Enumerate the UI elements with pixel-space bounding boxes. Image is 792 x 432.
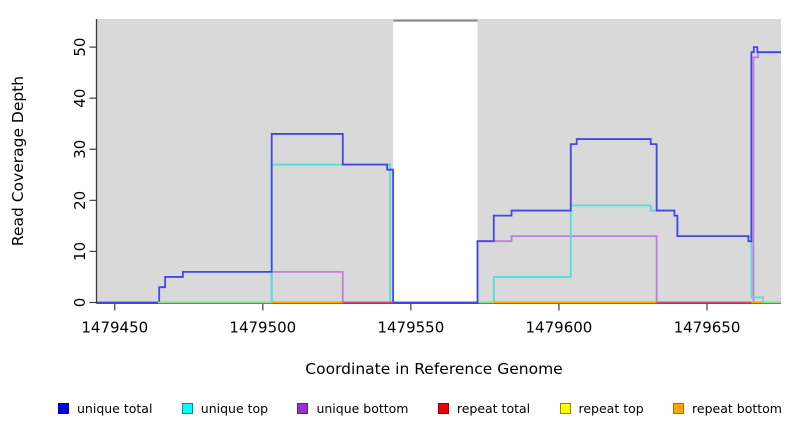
series-line-unique-total <box>97 46 781 304</box>
legend-item-repeat-bottom: repeat bottom <box>673 401 782 416</box>
legend-label: repeat total <box>456 401 531 416</box>
y-tick-label: 50 <box>71 38 89 57</box>
x-tick-label: 1479600 <box>526 319 593 337</box>
legend-swatch-icon <box>437 403 449 414</box>
x-axis-title: Coordinate in Reference Genome <box>305 360 563 378</box>
coverage-gap-band <box>393 19 478 304</box>
legend: unique total unique top unique bottom repea… <box>58 401 782 416</box>
legend-swatch-icon <box>673 403 685 414</box>
legend-label: unique total <box>77 401 153 416</box>
series-line-unique-top <box>97 163 781 304</box>
x-tick-label: 1479500 <box>229 319 296 337</box>
legend-swatch-icon <box>297 403 309 414</box>
x-tick-label: 1479650 <box>674 319 741 337</box>
legend-label: unique bottom <box>316 401 409 416</box>
legend-swatch-icon <box>58 403 69 414</box>
x-tick-label: 1479550 <box>377 319 444 337</box>
legend-item-unique-total: unique total <box>58 401 152 416</box>
y-axis-title: Read Coverage Depth <box>9 75 27 247</box>
legend-item-repeat-top: repeat top <box>559 401 644 416</box>
legend-item-unique-bottom: unique bottom <box>297 401 409 416</box>
x-tick-label: 1479450 <box>81 319 148 337</box>
legend-item-unique-top: unique top <box>181 401 269 416</box>
legend-item-repeat-total: repeat total <box>437 401 531 416</box>
y-tick-label: 30 <box>71 140 89 159</box>
y-tick-label: 20 <box>71 191 89 210</box>
legend-label: repeat top <box>578 401 644 416</box>
y-tick-label: 0 <box>71 298 89 308</box>
y-tick-label: 40 <box>71 89 89 108</box>
legend-label: repeat bottom <box>692 401 782 416</box>
y-tick-label: 10 <box>71 242 89 261</box>
legend-swatch-icon <box>181 403 193 414</box>
legend-swatch-icon <box>559 403 571 414</box>
series-line-unique-bottom <box>97 51 781 304</box>
legend-label: unique top <box>200 401 269 416</box>
